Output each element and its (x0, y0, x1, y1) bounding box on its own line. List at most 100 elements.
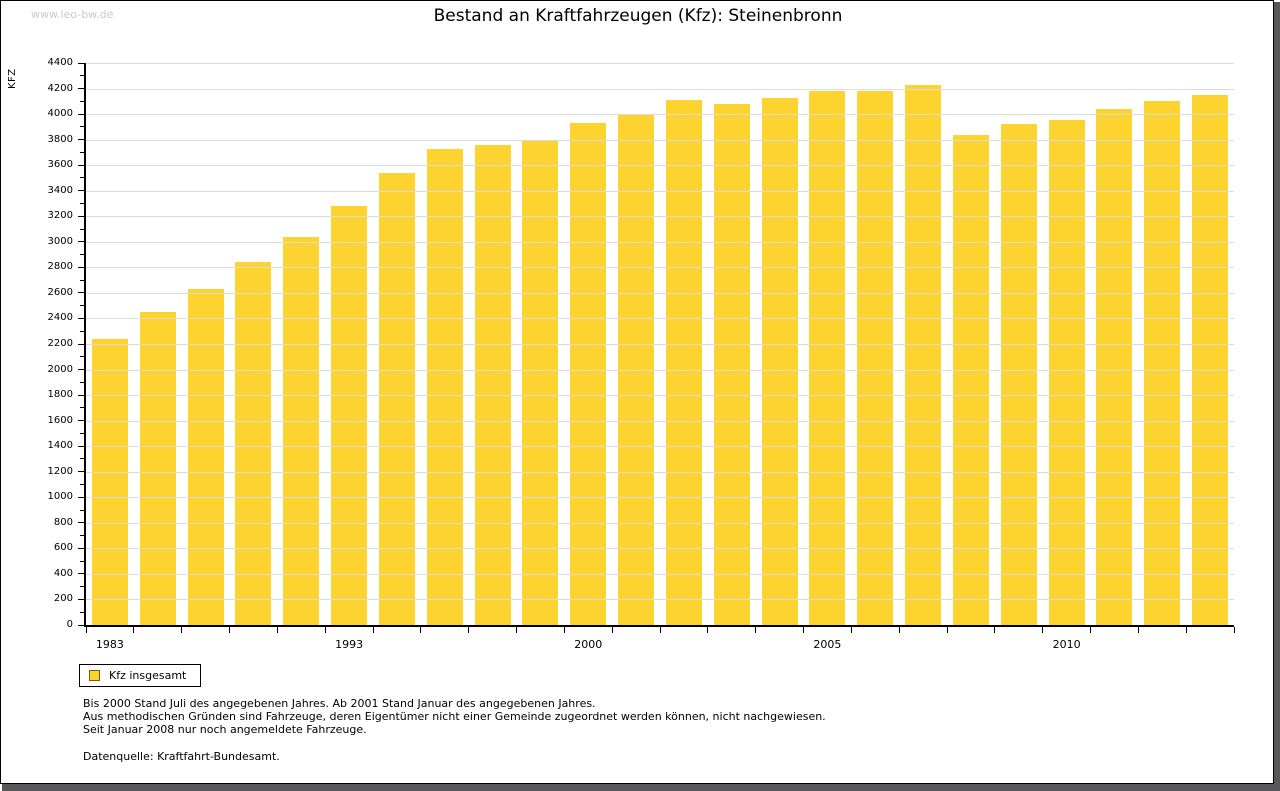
legend-label: Kfz insgesamt (109, 669, 187, 682)
x-tick (1137, 627, 1139, 633)
x-tick (276, 627, 278, 633)
y-tick-minor (80, 586, 84, 588)
gridline (86, 63, 1234, 64)
y-tick-label: 2200 (47, 338, 73, 349)
y-tick-minor (80, 203, 84, 204)
bar-2002 (665, 100, 702, 625)
y-tick-minor (80, 305, 84, 307)
bar-2013 (1192, 94, 1229, 625)
y-tick-major (78, 598, 84, 600)
bar-1983 (91, 338, 128, 625)
y-tick-minor (80, 560, 84, 562)
x-tick (707, 627, 709, 633)
y-tick-minor (80, 356, 84, 358)
gridline (86, 241, 1234, 243)
y-tick-major (78, 420, 84, 422)
footnote-line: Aus methodischen Gründen sind Fahrzeuge,… (83, 710, 826, 723)
y-tick-minor (80, 535, 84, 537)
y-tick-label: 0 (66, 619, 73, 630)
gridline (86, 318, 1234, 320)
y-tick-minor (80, 432, 84, 434)
gridline (86, 165, 1234, 167)
x-tick (1185, 627, 1187, 633)
y-tick-label: 3400 (47, 184, 73, 196)
y-tick-major (78, 62, 84, 64)
x-tick (994, 627, 996, 633)
y-tick-label: 400 (53, 567, 73, 579)
y-tick-minor (80, 407, 84, 409)
bar-1995 (378, 172, 415, 625)
y-tick-label: 4200 (47, 82, 73, 94)
y-tick-minor (80, 279, 84, 281)
x-tick (181, 627, 183, 633)
gridline (86, 599, 1234, 601)
x-tick (1042, 627, 1044, 633)
y-tick-major (78, 547, 84, 549)
y-tick-major (78, 471, 84, 473)
y-tick-minor (80, 381, 84, 383)
y-tick-major (78, 113, 84, 115)
y-tick-major (78, 394, 84, 396)
y-tick-major (78, 190, 84, 192)
y-tick-label: 3600 (47, 159, 73, 171)
x-axis-line (84, 625, 1234, 627)
gridline (86, 471, 1234, 473)
gridline (86, 420, 1234, 422)
y-tick-major (78, 573, 84, 575)
footnote-line: Bis 2000 Stand Juli des angegebenen Jahr… (83, 697, 596, 710)
y-tick-label: 1000 (47, 491, 73, 503)
x-tick (1090, 627, 1091, 633)
y-tick-label: 200 (53, 593, 73, 605)
x-tick-label-2005: 2005 (813, 638, 842, 651)
y-tick-label: 800 (53, 516, 73, 528)
y-tick-minor (80, 100, 84, 102)
x-tick (420, 627, 422, 633)
y-tick-label: 2600 (47, 286, 73, 298)
gridline (86, 497, 1234, 499)
y-tick-major (78, 164, 84, 166)
y-tick-major (78, 445, 84, 447)
bar-1987 (187, 289, 224, 625)
bar-2010 (1048, 120, 1085, 625)
x-tick (898, 627, 900, 633)
y-axis-line (84, 63, 86, 625)
y-tick-label: 3000 (47, 235, 73, 247)
y-tick-minor (80, 75, 84, 77)
y-tick-minor (80, 254, 84, 256)
gridline (86, 216, 1234, 218)
x-tick (133, 627, 135, 633)
footnote-line: Seit Januar 2008 nur noch angemeldete Fa… (83, 723, 367, 736)
y-tick-label: 1400 (47, 440, 73, 452)
x-tick (468, 627, 470, 633)
x-tick-label-2000: 2000 (574, 638, 603, 651)
y-tick-major (78, 343, 84, 345)
bar-1998 (474, 144, 511, 625)
x-tick (516, 627, 517, 633)
y-tick-major (78, 317, 84, 319)
x-tick (85, 627, 87, 633)
gridline (86, 88, 1234, 90)
x-tick (372, 627, 374, 633)
gridline (86, 114, 1234, 116)
bar-1985 (139, 312, 176, 625)
gridline (86, 292, 1234, 294)
y-tick-minor (80, 177, 84, 179)
y-tick-minor (80, 151, 84, 153)
bar-1993 (331, 206, 368, 625)
gridline (86, 446, 1234, 448)
x-tick (1233, 627, 1235, 633)
y-tick-major (78, 624, 84, 626)
y-tick-label: 4400 (47, 57, 73, 68)
bar-1989 (235, 262, 272, 625)
x-tick (803, 627, 804, 633)
y-tick-minor (80, 611, 84, 613)
y-tick-label: 2000 (47, 363, 73, 375)
gridline (86, 139, 1234, 141)
bar-1991 (283, 236, 320, 625)
y-tick-major (78, 522, 84, 524)
gridline (86, 548, 1234, 550)
y-tick-major (78, 215, 84, 217)
bar-2009 (1000, 124, 1037, 625)
y-tick-label: 600 (53, 542, 73, 554)
